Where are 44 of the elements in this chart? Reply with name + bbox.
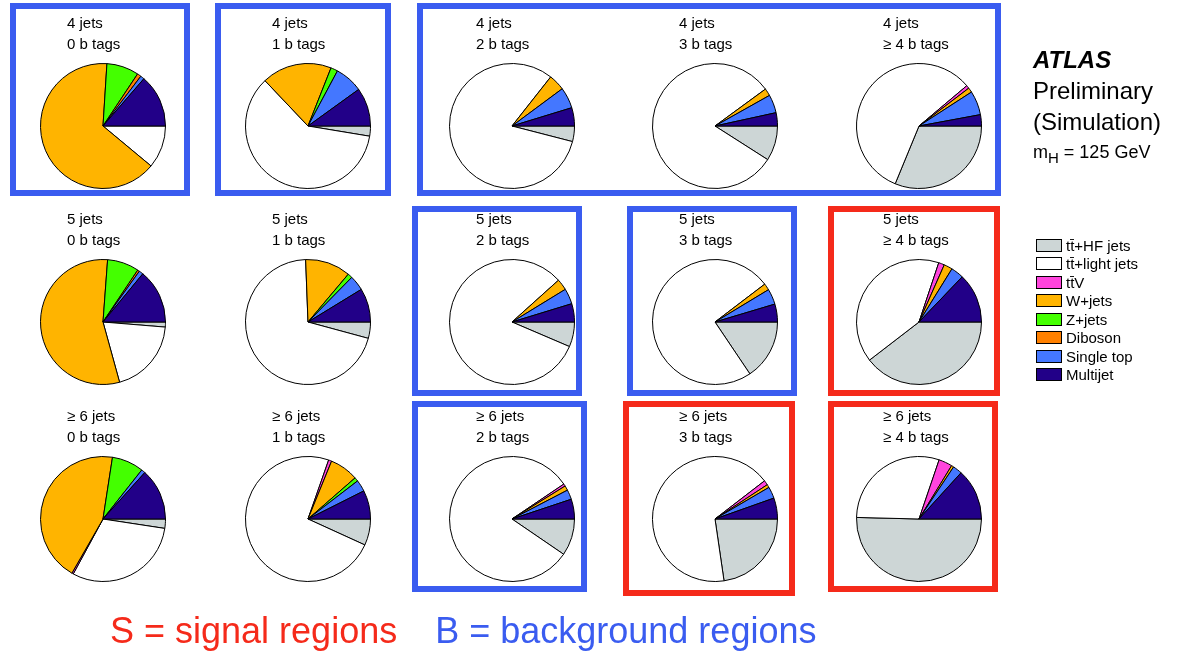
text: Preliminary [1033,76,1155,106]
legend-label: tt̄V [1066,273,1085,291]
chart-subtitle: 0 b tags [67,34,121,54]
chart-subtitle: 1 b tags [272,34,326,54]
chart-title: 4 jets [679,13,716,33]
chart-subtitle: 1 b tags [272,230,326,250]
chart-subtitle: ≥ 4 b tags [883,34,949,54]
chart-subtitle: 3 b tags [679,427,733,447]
chart-title: 5 jets [883,209,920,229]
text: m$_{H}$ = 125 GeV [1033,141,1152,168]
text: B = background regions [435,610,817,652]
chart-title: 5 jets [67,209,104,229]
chart-subtitle: 3 b tags [679,230,733,250]
chart-title: 5 jets [476,209,513,229]
chart-subtitle: ≥ 4 b tags [883,230,949,250]
legend-label: Multijet [1066,366,1114,384]
chart-title: 4 jets [883,13,920,33]
chart-title: 5 jets [272,209,309,229]
legend-label: Z+jets [1066,310,1108,328]
chart-title: 4 jets [67,13,104,33]
chart-subtitle: 2 b tags [476,34,530,54]
chart-subtitle: 1 b tags [272,427,326,447]
chart-title: 5 jets [679,209,716,229]
text: (Simulation) [1033,107,1162,137]
chart-title: 4 jets [476,13,513,33]
legend-label: tt̄+light jets [1066,255,1139,273]
chart-title: ≥ 6 jets [272,406,322,426]
legend-label: Diboson [1066,329,1122,347]
legend-label: W+jets [1066,292,1113,310]
chart-title: 4 jets [272,13,309,33]
legend-label: Single top [1066,347,1133,365]
chart-subtitle: 2 b tags [476,427,530,447]
chart-title: ≥ 6 jets [476,406,526,426]
chart-title: ≥ 6 jets [679,406,729,426]
legend-label: tt̄+HF jets [1066,236,1131,254]
text: S = signal regions [110,610,398,652]
chart-subtitle: 2 b tags [476,230,530,250]
chart-title: ≥ 6 jets [883,406,933,426]
chart-subtitle: 0 b tags [67,427,121,447]
text: ATLAS [1033,45,1113,75]
chart-subtitle: 3 b tags [679,34,733,54]
chart-subtitle: 0 b tags [67,230,121,250]
chart-subtitle: ≥ 4 b tags [883,427,949,447]
chart-title: ≥ 6 jets [67,406,117,426]
